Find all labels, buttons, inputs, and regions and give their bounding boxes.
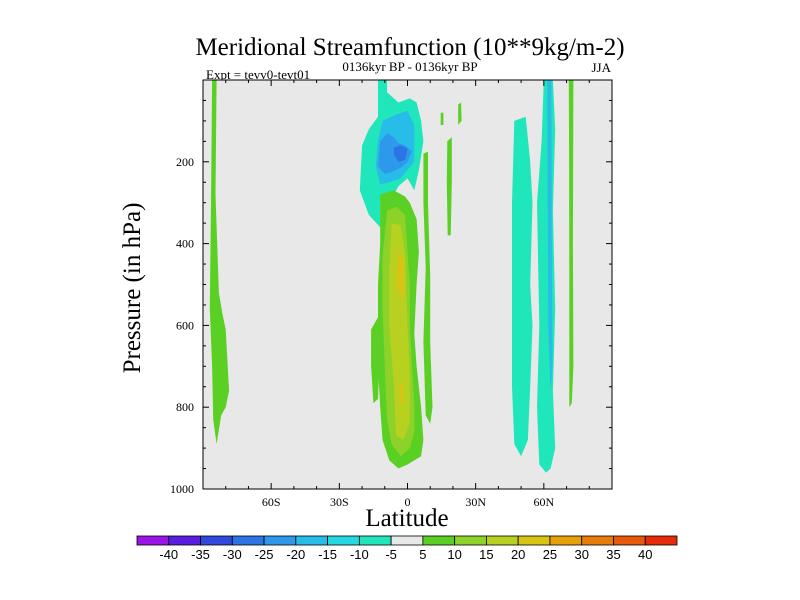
colorbar-swatch [136,535,170,546]
contour-region-core-63N [547,80,553,391]
colorbar-level-label: 20 [511,547,525,562]
colorbar-swatch [549,535,583,546]
colorbar-level-label: 10 [447,547,461,562]
colorbar-level-label: -25 [255,547,274,562]
y-tick-label: 200 [176,155,194,169]
colorbar-swatch [422,535,456,546]
colorbar-swatch [263,535,297,546]
colorbar-level-label: 25 [543,547,557,562]
x-tick-label: 0 [405,495,411,509]
contour-region-column-peak-lower [399,382,403,406]
colorbar-level-label: -15 [318,547,337,562]
y-tick-label: 600 [176,318,194,332]
x-tick-label: 60S [262,495,281,509]
colorbar-level-label: 30 [574,547,588,562]
colorbar-swatch [168,535,201,546]
colorbar-swatch [327,535,360,546]
colorbar-level-label: -10 [350,547,369,562]
contour-region-band-50N-55N [512,116,533,457]
colorbar-level-label: -5 [385,547,397,562]
contour-region-band-85S [209,80,230,444]
contour-region-band-18N [446,137,452,236]
colorbar-level-label: -30 [223,547,242,562]
contour-regions [209,80,574,473]
colorbar-swatch [454,535,487,546]
x-tick-label: 30S [330,495,349,509]
colorbar-level-label: 5 [419,547,426,562]
colorbar-level-label: -35 [191,547,210,562]
colorbar-level-label: 35 [606,547,620,562]
contour-region-band-15S [371,317,381,404]
colorbar-level-label: -40 [159,547,178,562]
y-tick-label: 1000 [170,482,194,496]
colorbar-level-label: 15 [479,547,493,562]
contour-region-band-15N-upper [440,112,444,125]
colorbar-swatch [295,535,328,546]
colorbar-swatch [644,535,678,546]
colorbar-swatch [517,535,551,546]
contour-region-band-8N [423,151,433,424]
contour-region-band-73N [568,80,574,408]
contour-region-column-peak [396,251,405,299]
colorbar-swatch [486,535,519,546]
colorbar-level-label: -20 [286,547,305,562]
colorbar-level-label: 40 [638,547,652,562]
y-tick-label: 800 [176,400,194,414]
contour-region-band-23N [458,102,462,125]
contour-region-upper-core-peak [393,145,408,162]
colorbar-swatch [390,535,424,546]
colorbar-swatch [581,535,614,546]
plot-area: 60S 30S 0 30N 60N 200 400 600 800 1000 [170,79,613,509]
y-tick-label: 400 [176,237,194,251]
contour-region-column-core [389,223,410,440]
season-label: JJA [591,60,611,75]
experiment-label: Expt = tevv0-tevt01 [206,67,310,82]
colorbar-swatch [613,535,646,546]
colorbar: -40 -35 -30 -25 -20 -15 -10 -5 5 10 15 20 25 30 35 40 [136,535,678,562]
chart-title: Meridional Streamfunction (10**9kg/m-2) [195,34,624,61]
y-axis-label: Pressure (in hPa) [119,203,146,374]
chart-subtitle: 0136kyr BP - 0136kyr BP [342,59,477,74]
x-tick-label: 30N [465,495,486,509]
x-axis-label: Latitude [365,505,448,532]
axis-ticks [202,79,613,490]
colorbar-swatch [200,535,233,546]
colorbar-swatch [231,535,265,546]
x-tick-label: 60N [533,495,554,509]
colorbar-swatch [358,535,392,546]
